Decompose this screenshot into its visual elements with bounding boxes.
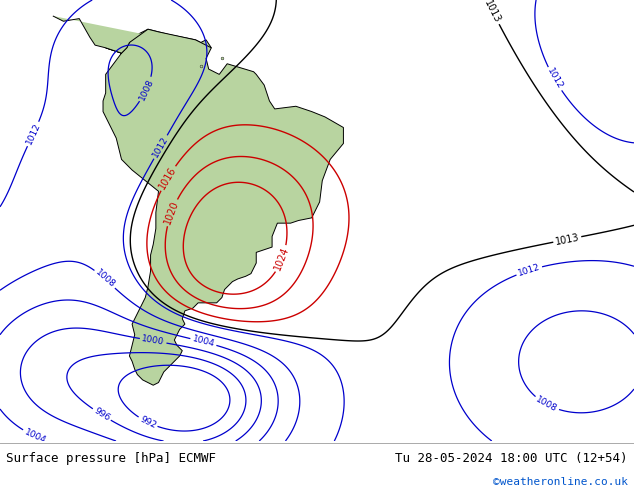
Text: 1012: 1012 [517,263,541,278]
Text: 1012: 1012 [151,135,170,159]
Text: 1013: 1013 [482,0,503,24]
Text: 1024: 1024 [273,245,291,272]
Polygon shape [103,29,344,385]
Text: 1008: 1008 [534,395,559,414]
Text: 1012: 1012 [545,67,564,91]
Text: 1004: 1004 [191,335,216,349]
Text: 1008: 1008 [93,268,117,290]
Text: 1013: 1013 [554,232,580,246]
Text: 1004: 1004 [23,427,47,445]
Polygon shape [53,16,211,53]
Text: Surface pressure [hPa] ECMWF: Surface pressure [hPa] ECMWF [6,452,216,465]
Text: 996: 996 [92,406,112,423]
Text: 1020: 1020 [162,199,181,226]
Text: Tu 28-05-2024 18:00 UTC (12+54): Tu 28-05-2024 18:00 UTC (12+54) [395,452,628,465]
Text: 1000: 1000 [141,335,165,347]
Text: 1008: 1008 [137,77,155,102]
Text: 992: 992 [138,415,157,430]
Text: 1012: 1012 [24,122,42,146]
Text: 1016: 1016 [157,165,178,191]
Text: ©weatheronline.co.uk: ©weatheronline.co.uk [493,477,628,487]
